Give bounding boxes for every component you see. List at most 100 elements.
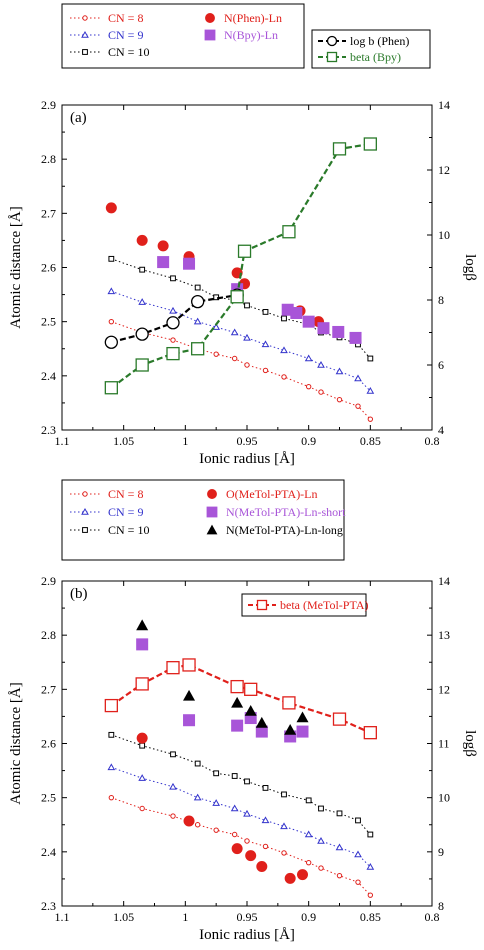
series-beta-metol-pta-point [182, 658, 196, 672]
series-n-metol-pta-ln-short-point [296, 725, 309, 738]
panel-label: (a) [70, 110, 87, 126]
series-cn-9-point [354, 850, 362, 858]
series-cn-9-point [366, 386, 375, 394]
series-o-metol-pta-ln-point [256, 860, 268, 872]
series-cn-9-point [212, 323, 221, 330]
series-cn-8-point [355, 403, 361, 409]
series-cn-9-point [138, 298, 147, 305]
series-cn-9-line [111, 290, 371, 392]
x-tick-label: 0.9 [301, 434, 316, 448]
series-cn-10-point [139, 742, 146, 749]
y-tick-label: 2.3 [41, 899, 56, 913]
series-n-metol-pta-ln-long-point [296, 711, 309, 723]
x-tick-label: 1.05 [113, 434, 134, 448]
series-cn-9-point [317, 360, 325, 368]
series-beta-bpy-point [166, 346, 180, 361]
legend-item-log-b-phen: log b (Phen) [318, 34, 409, 48]
series-cn-10-point [139, 266, 146, 273]
series-cn-8 [108, 318, 374, 422]
series-n-metol-pta-ln-short-point [183, 714, 196, 727]
series-cn-9-point [243, 809, 251, 817]
legend-item-cn-9: CN = 9 [70, 505, 143, 519]
series-cn-9-point [335, 843, 344, 851]
legend-item-n-phen-ln: N(Phen)-Ln [205, 11, 282, 25]
series-n-metol-pta-ln-long-point [231, 696, 244, 708]
y2-tick-label: 4 [438, 423, 444, 437]
series-cn-9-point [230, 328, 239, 336]
series-cn-9 [107, 287, 375, 394]
y-tick-label: 2.6 [41, 737, 56, 751]
series-n-metol-pta-ln-short [136, 638, 309, 743]
series-log-b-phen-point [166, 316, 180, 330]
series-beta-metol-pta-point [104, 698, 118, 713]
series-n-metol-pta-ln-long-point [136, 619, 149, 631]
y-tick-label: 2.8 [41, 628, 56, 642]
series-cn-8-point [244, 838, 250, 844]
series-cn-9-point [107, 287, 116, 295]
y2-tick-label: 8 [438, 899, 444, 913]
series-cn-9-point [243, 333, 251, 341]
y2-tick-label: 14 [438, 574, 450, 588]
legend-label: CN = 8 [108, 11, 143, 25]
series-cn-10-point [194, 284, 201, 291]
legend-main: CN = 8 CN = 9 CN = 10 N(Phen)-Ln N(Bpy)-Ln [61, 3, 305, 69]
series-cn-10-point [305, 797, 312, 804]
legend-marker [82, 527, 88, 533]
series-cn-9 [107, 763, 375, 870]
series-cn-8-point [281, 850, 287, 856]
x-tick-label: 0.95 [237, 434, 258, 448]
series-cn-10-point [355, 817, 361, 824]
legend-marker [256, 599, 268, 611]
series-cn-9-point [304, 830, 313, 838]
series-beta-bpy-point [191, 342, 205, 356]
legend-item-beta-bpy: beta (Bpy) [318, 50, 401, 64]
y-axis-title: Atomic distance [Å] [8, 682, 24, 804]
legend-label: beta (MeTol-PTA) [280, 598, 369, 612]
series-cn-10-point [318, 805, 324, 812]
series-cn-10-point [262, 785, 269, 791]
legend-item-cn-9: CN = 9 [70, 28, 143, 42]
legend-label: N(MeTol-PTA)-Ln-short [226, 505, 346, 519]
series-cn-8-point [213, 351, 219, 357]
legend-label: CN = 9 [108, 505, 143, 519]
series-beta-bpy-point [104, 381, 118, 395]
series-beta-metol-pta-point [363, 726, 377, 740]
y2-tick-label: 10 [438, 791, 450, 805]
x-axis-title: Ionic radius [Å] [199, 451, 295, 467]
series-o-metol-pta-ln [136, 732, 308, 884]
series-cn-8 [108, 794, 374, 898]
series-cn-8-point [281, 374, 287, 380]
series-log-b-phen [104, 288, 244, 349]
series-log-b-phen-point [135, 327, 149, 341]
y2-tick-label: 9 [438, 845, 444, 859]
x-tick-label: 1 [182, 910, 188, 924]
series-cn-8-point [170, 813, 176, 819]
legend-marker [206, 524, 218, 535]
series-n-metol-pta-ln-long-point [244, 705, 257, 716]
series-cn-9-line [111, 766, 371, 868]
y2-tick-label: 12 [438, 682, 450, 696]
series-cn-9-point [366, 862, 375, 870]
series-n-metol-pta-ln-long [136, 619, 309, 735]
series-cn-10-point [336, 810, 343, 817]
series-cn-8-point [194, 822, 201, 828]
series-n-metol-pta-ln-short-point [231, 719, 244, 732]
legend-item-o-metol-pta-ln: O(MeTol-PTA)-Ln [207, 487, 318, 501]
series-cn-9-point [230, 804, 239, 812]
series-cn-8-point [355, 879, 361, 885]
series-cn-9-point [169, 306, 177, 314]
series-beta-metol-pta-point [332, 712, 347, 726]
series-n-bpy-ln [157, 256, 362, 344]
series-n-bpy-ln-point [157, 256, 170, 269]
series-beta-bpy-point [363, 137, 377, 151]
y-tick-label: 2.4 [41, 369, 56, 383]
y-tick-label: 2.9 [41, 98, 56, 112]
legend-marker [204, 29, 216, 41]
legend-item-cn-10: CN = 10 [70, 45, 149, 59]
series-n-phen-ln-point [105, 202, 117, 214]
series-beta-bpy-point [282, 225, 296, 239]
series-n-phen-ln-point [157, 240, 169, 252]
series-o-metol-pta-ln-point [136, 732, 148, 744]
series-cn-9-point [107, 763, 116, 771]
